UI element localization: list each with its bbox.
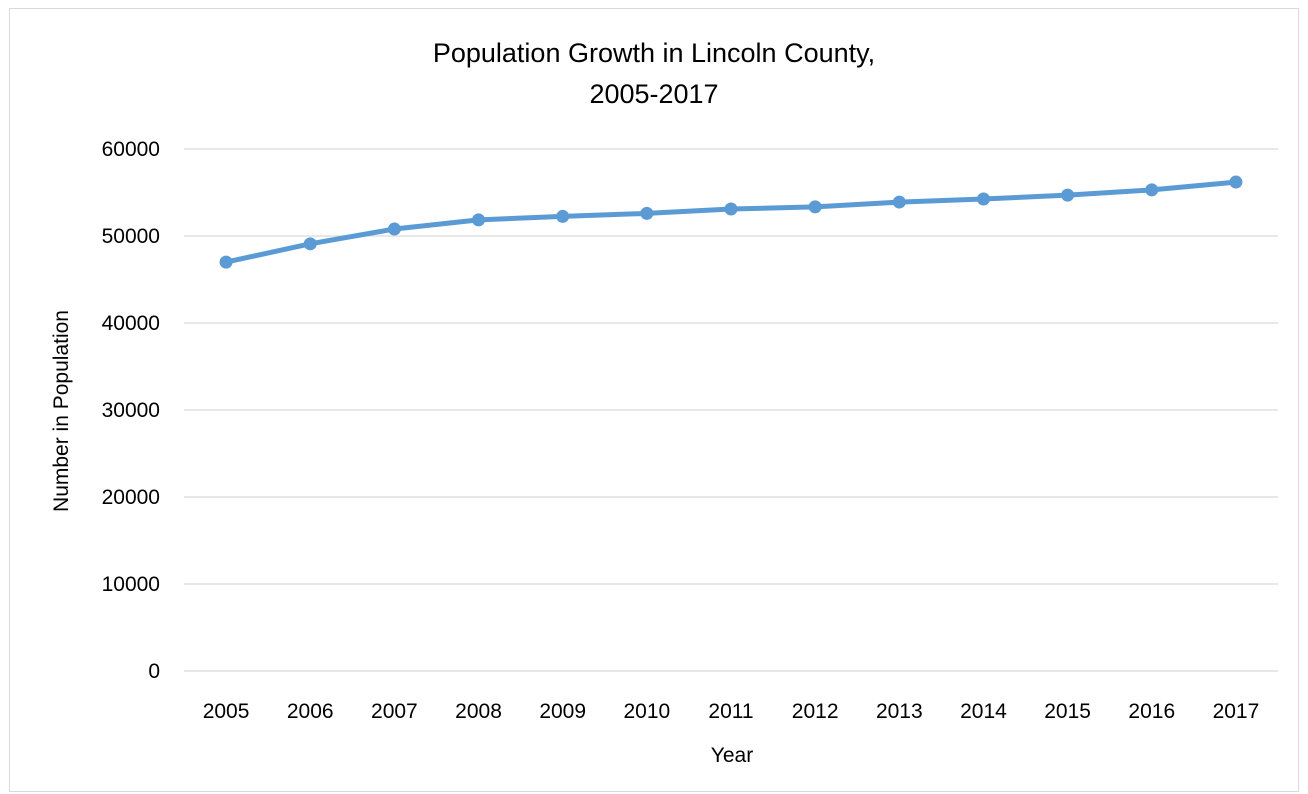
y-tick-label: 60000	[102, 138, 160, 161]
data-point	[303, 237, 317, 251]
data-point	[556, 209, 570, 223]
data-point	[1061, 188, 1075, 202]
series-layer	[219, 175, 1243, 269]
chart-title-line-1: Population Growth in Lincoln County,	[433, 38, 875, 68]
data-point	[808, 200, 822, 214]
x-tick-label: 2017	[1213, 700, 1260, 723]
y-tick-label: 10000	[102, 573, 160, 596]
data-point	[387, 222, 401, 236]
y-axis-ticks: 0 10000 20000 30000 40000 50000 60000	[102, 138, 160, 683]
series-line	[223, 179, 1239, 265]
x-tick-label: 2010	[623, 700, 670, 723]
x-tick-label: 2013	[876, 700, 923, 723]
x-tick-label: 2009	[539, 700, 586, 723]
gridlines	[184, 148, 1278, 672]
y-tick-label: 0	[148, 660, 160, 683]
data-point	[976, 192, 990, 206]
y-tick-label: 20000	[102, 486, 160, 509]
x-tick-label: 2005	[203, 700, 250, 723]
x-axis-ticks: 2005 2006 2007 2008 2009 2010 2011 2012 2013 2014…	[203, 700, 1260, 723]
data-point	[472, 213, 486, 227]
y-tick-label: 50000	[102, 225, 160, 248]
data-point	[724, 202, 738, 216]
x-tick-label: 2008	[455, 700, 502, 723]
x-tick-label: 2006	[287, 700, 334, 723]
x-axis-label: Year	[711, 744, 753, 767]
chart-title-line-2: 2005-2017	[589, 79, 718, 109]
data-point	[640, 206, 654, 220]
data-point	[1145, 183, 1159, 197]
x-tick-label: 2014	[960, 700, 1007, 723]
x-tick-label: 2007	[371, 700, 418, 723]
chart-frame	[9, 8, 1299, 792]
x-tick-label: 2012	[792, 700, 839, 723]
data-point	[1229, 175, 1243, 189]
data-point	[892, 195, 906, 209]
data-point	[219, 255, 233, 269]
y-tick-label: 30000	[102, 399, 160, 422]
x-tick-label: 2015	[1044, 700, 1091, 723]
x-tick-label: 2011	[708, 700, 753, 723]
y-tick-label: 40000	[102, 312, 160, 335]
y-axis-label: Number in Population	[50, 310, 73, 512]
x-tick-label: 2016	[1128, 700, 1175, 723]
